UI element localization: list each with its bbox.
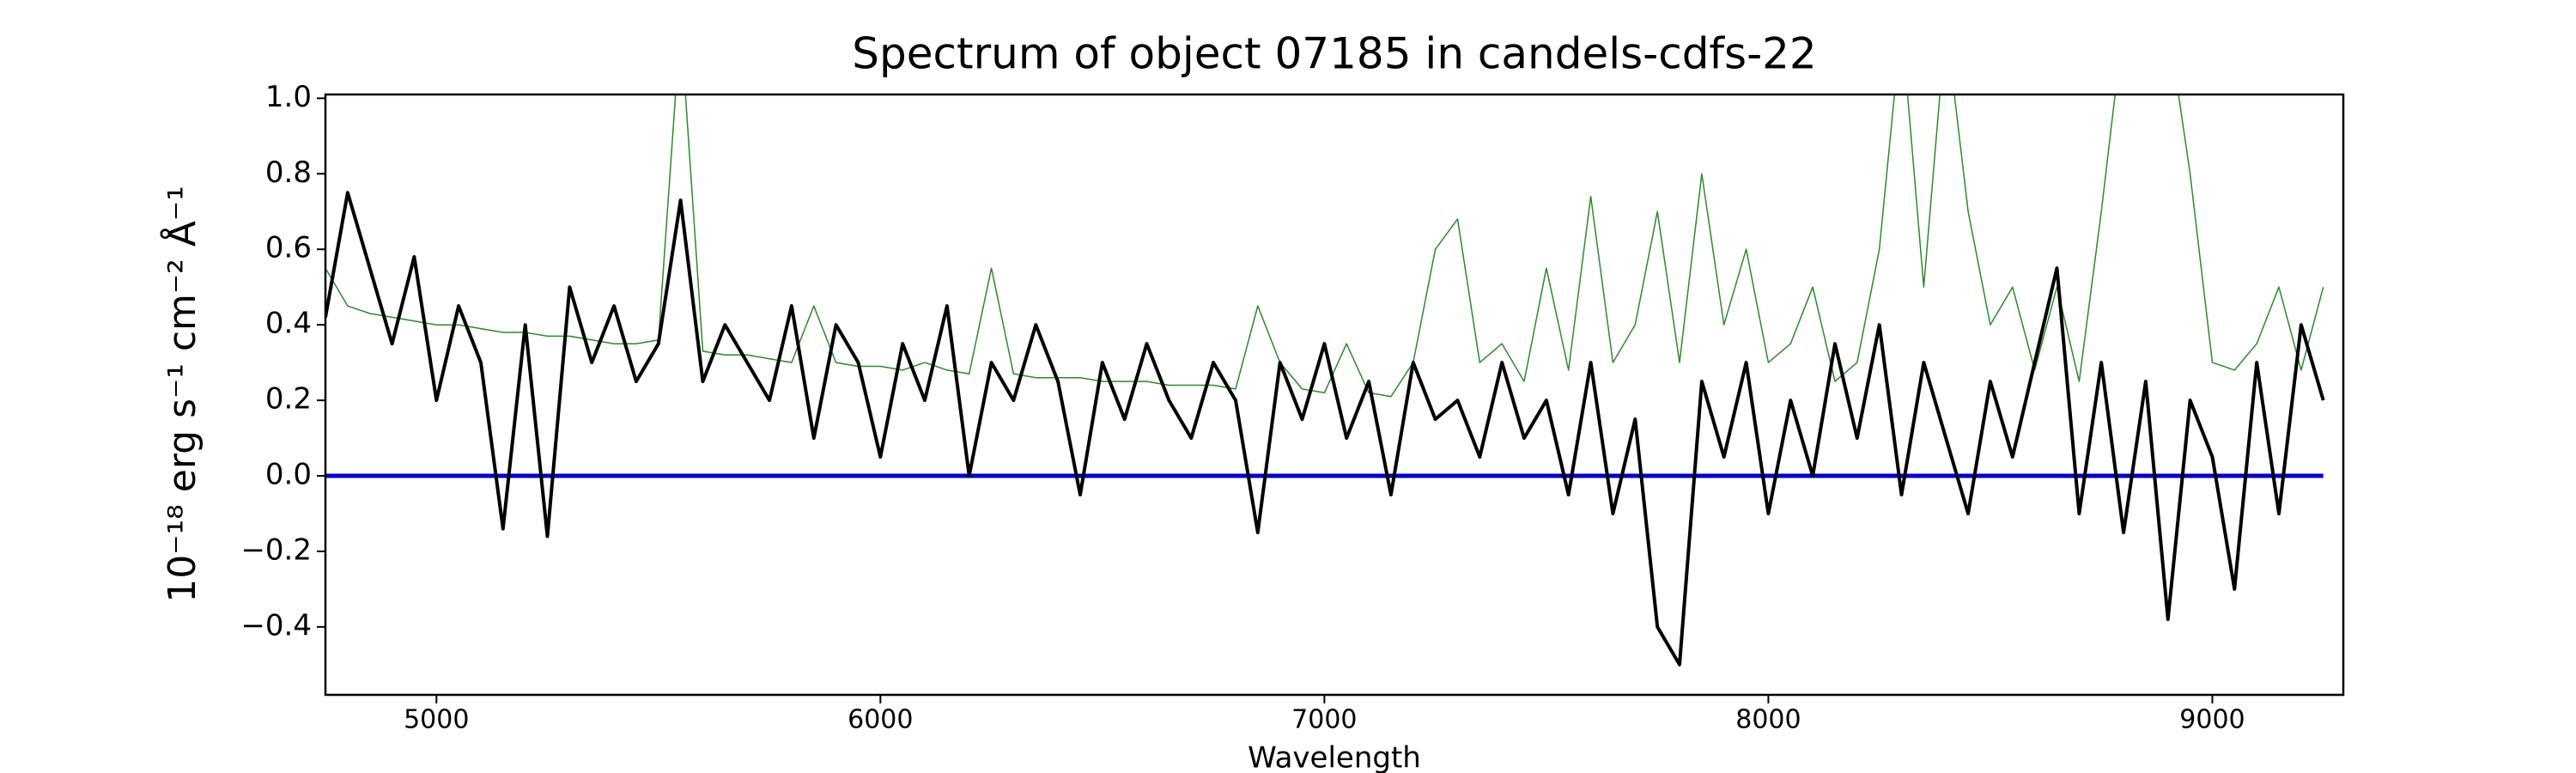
y-tick-label: 0.2 [265, 382, 312, 417]
plot-area [325, 94, 2325, 666]
x-tick-label: 5000 [404, 705, 469, 735]
y-tick-label: −0.4 [240, 608, 312, 642]
axes-frame [324, 93, 2345, 697]
x-tick-label: 6000 [848, 705, 913, 735]
y-axis-label: 10⁻¹⁸ erg s⁻¹ cm⁻² Å⁻¹ [159, 186, 204, 602]
y-tick-label: 0.6 [265, 231, 312, 265]
x-tick-label: 7000 [1291, 705, 1357, 735]
chart-title: Spectrum of object 07185 in candels-cdfs… [852, 29, 1817, 79]
y-tick-label: 0.8 [265, 155, 312, 190]
x-axis-label: Wavelength [1248, 741, 1421, 773]
x-tick-label: 9000 [2179, 705, 2245, 735]
spectrum-line [325, 191, 2325, 666]
y-tick-label: 0.0 [265, 458, 312, 492]
y-tick-label: −0.2 [240, 533, 312, 567]
x-tick-label: 8000 [1735, 705, 1801, 735]
y-tick-label: 1.0 [265, 80, 312, 114]
y-tick-label: 0.4 [265, 307, 312, 341]
